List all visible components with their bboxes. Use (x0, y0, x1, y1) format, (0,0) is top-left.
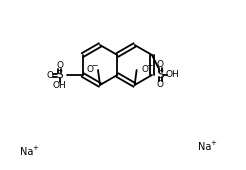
Text: +: + (210, 140, 216, 146)
Text: S: S (157, 70, 164, 80)
Text: Na: Na (20, 147, 33, 157)
Text: OH: OH (165, 70, 179, 79)
Text: Na: Na (198, 142, 211, 152)
Text: O: O (157, 80, 164, 89)
Text: OH: OH (53, 81, 67, 90)
Text: O: O (46, 71, 53, 80)
Text: O: O (87, 64, 93, 73)
Text: −: − (91, 62, 97, 71)
Text: O: O (56, 61, 63, 70)
Text: O: O (141, 64, 148, 73)
Text: S: S (56, 70, 63, 80)
Text: +: + (32, 145, 38, 151)
Text: −: − (146, 62, 153, 71)
Text: O: O (157, 60, 164, 69)
